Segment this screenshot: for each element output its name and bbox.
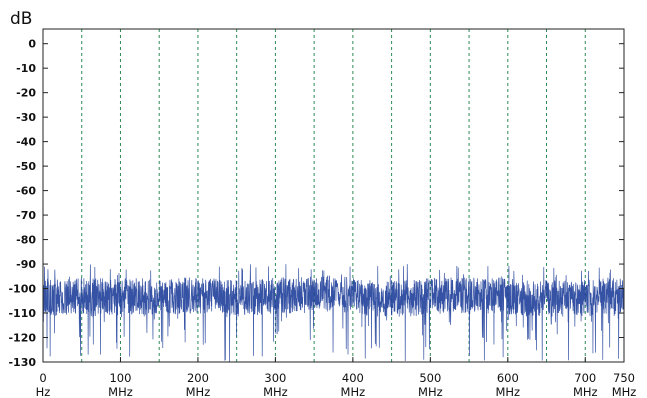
x-tick-value: 0 — [39, 371, 46, 385]
x-axis: 0Hz100MHz200MHz300MHz400MHz500MHz600MHz7… — [36, 357, 637, 398]
x-tick-unit: MHz — [495, 385, 520, 398]
x-tick-value: 100 — [109, 371, 131, 385]
y-tick-label: -10 — [16, 62, 36, 75]
noise-trace — [42, 264, 625, 362]
x-tick-value: 700 — [574, 371, 596, 385]
y-tick-label: -100 — [8, 283, 36, 296]
y-tick-label: -30 — [16, 111, 36, 124]
x-tick-unit: MHz — [186, 385, 211, 398]
noise-series-line — [42, 264, 625, 362]
y-tick-label: 0 — [28, 38, 36, 51]
x-tick-value: 600 — [497, 371, 519, 385]
y-axis: 0 -10 -20 -30 -40 -50 -60 -70 -80 -90 -100 -110 -120… — [8, 38, 624, 369]
y-tick-label: -20 — [16, 87, 36, 100]
y-tick-label: -130 — [8, 356, 36, 369]
y-tick-label: -90 — [16, 258, 36, 271]
y-tick-label: -70 — [16, 209, 36, 222]
y-tick-label: -40 — [16, 136, 36, 149]
x-tick-unit: MHz — [341, 385, 366, 398]
x-tick-unit: MHz — [108, 385, 133, 398]
y-tick-label: -120 — [8, 332, 36, 345]
x-tick-unit: MHz — [573, 385, 598, 398]
x-tick-unit: MHz — [418, 385, 443, 398]
x-tick-value: 400 — [342, 371, 364, 385]
x-tick-value: 200 — [187, 371, 209, 385]
x-tick-unit: Hz — [36, 385, 51, 398]
y-tick-label: -60 — [16, 185, 36, 198]
y-tick-label: -80 — [16, 234, 36, 247]
x-tick-unit: MHz — [263, 385, 288, 398]
x-tick-value: 500 — [419, 371, 441, 385]
x-tick-unit: MHz — [612, 385, 637, 398]
x-tick-label: 0Hz — [36, 371, 51, 398]
y-tick-label: -50 — [16, 160, 36, 173]
x-tick-value: 750 — [613, 371, 635, 385]
x-tick-value: 300 — [264, 371, 286, 385]
y-axis-unit: dB — [10, 9, 32, 29]
plot-frame — [42, 28, 625, 363]
y-tick-label: -110 — [8, 307, 36, 320]
